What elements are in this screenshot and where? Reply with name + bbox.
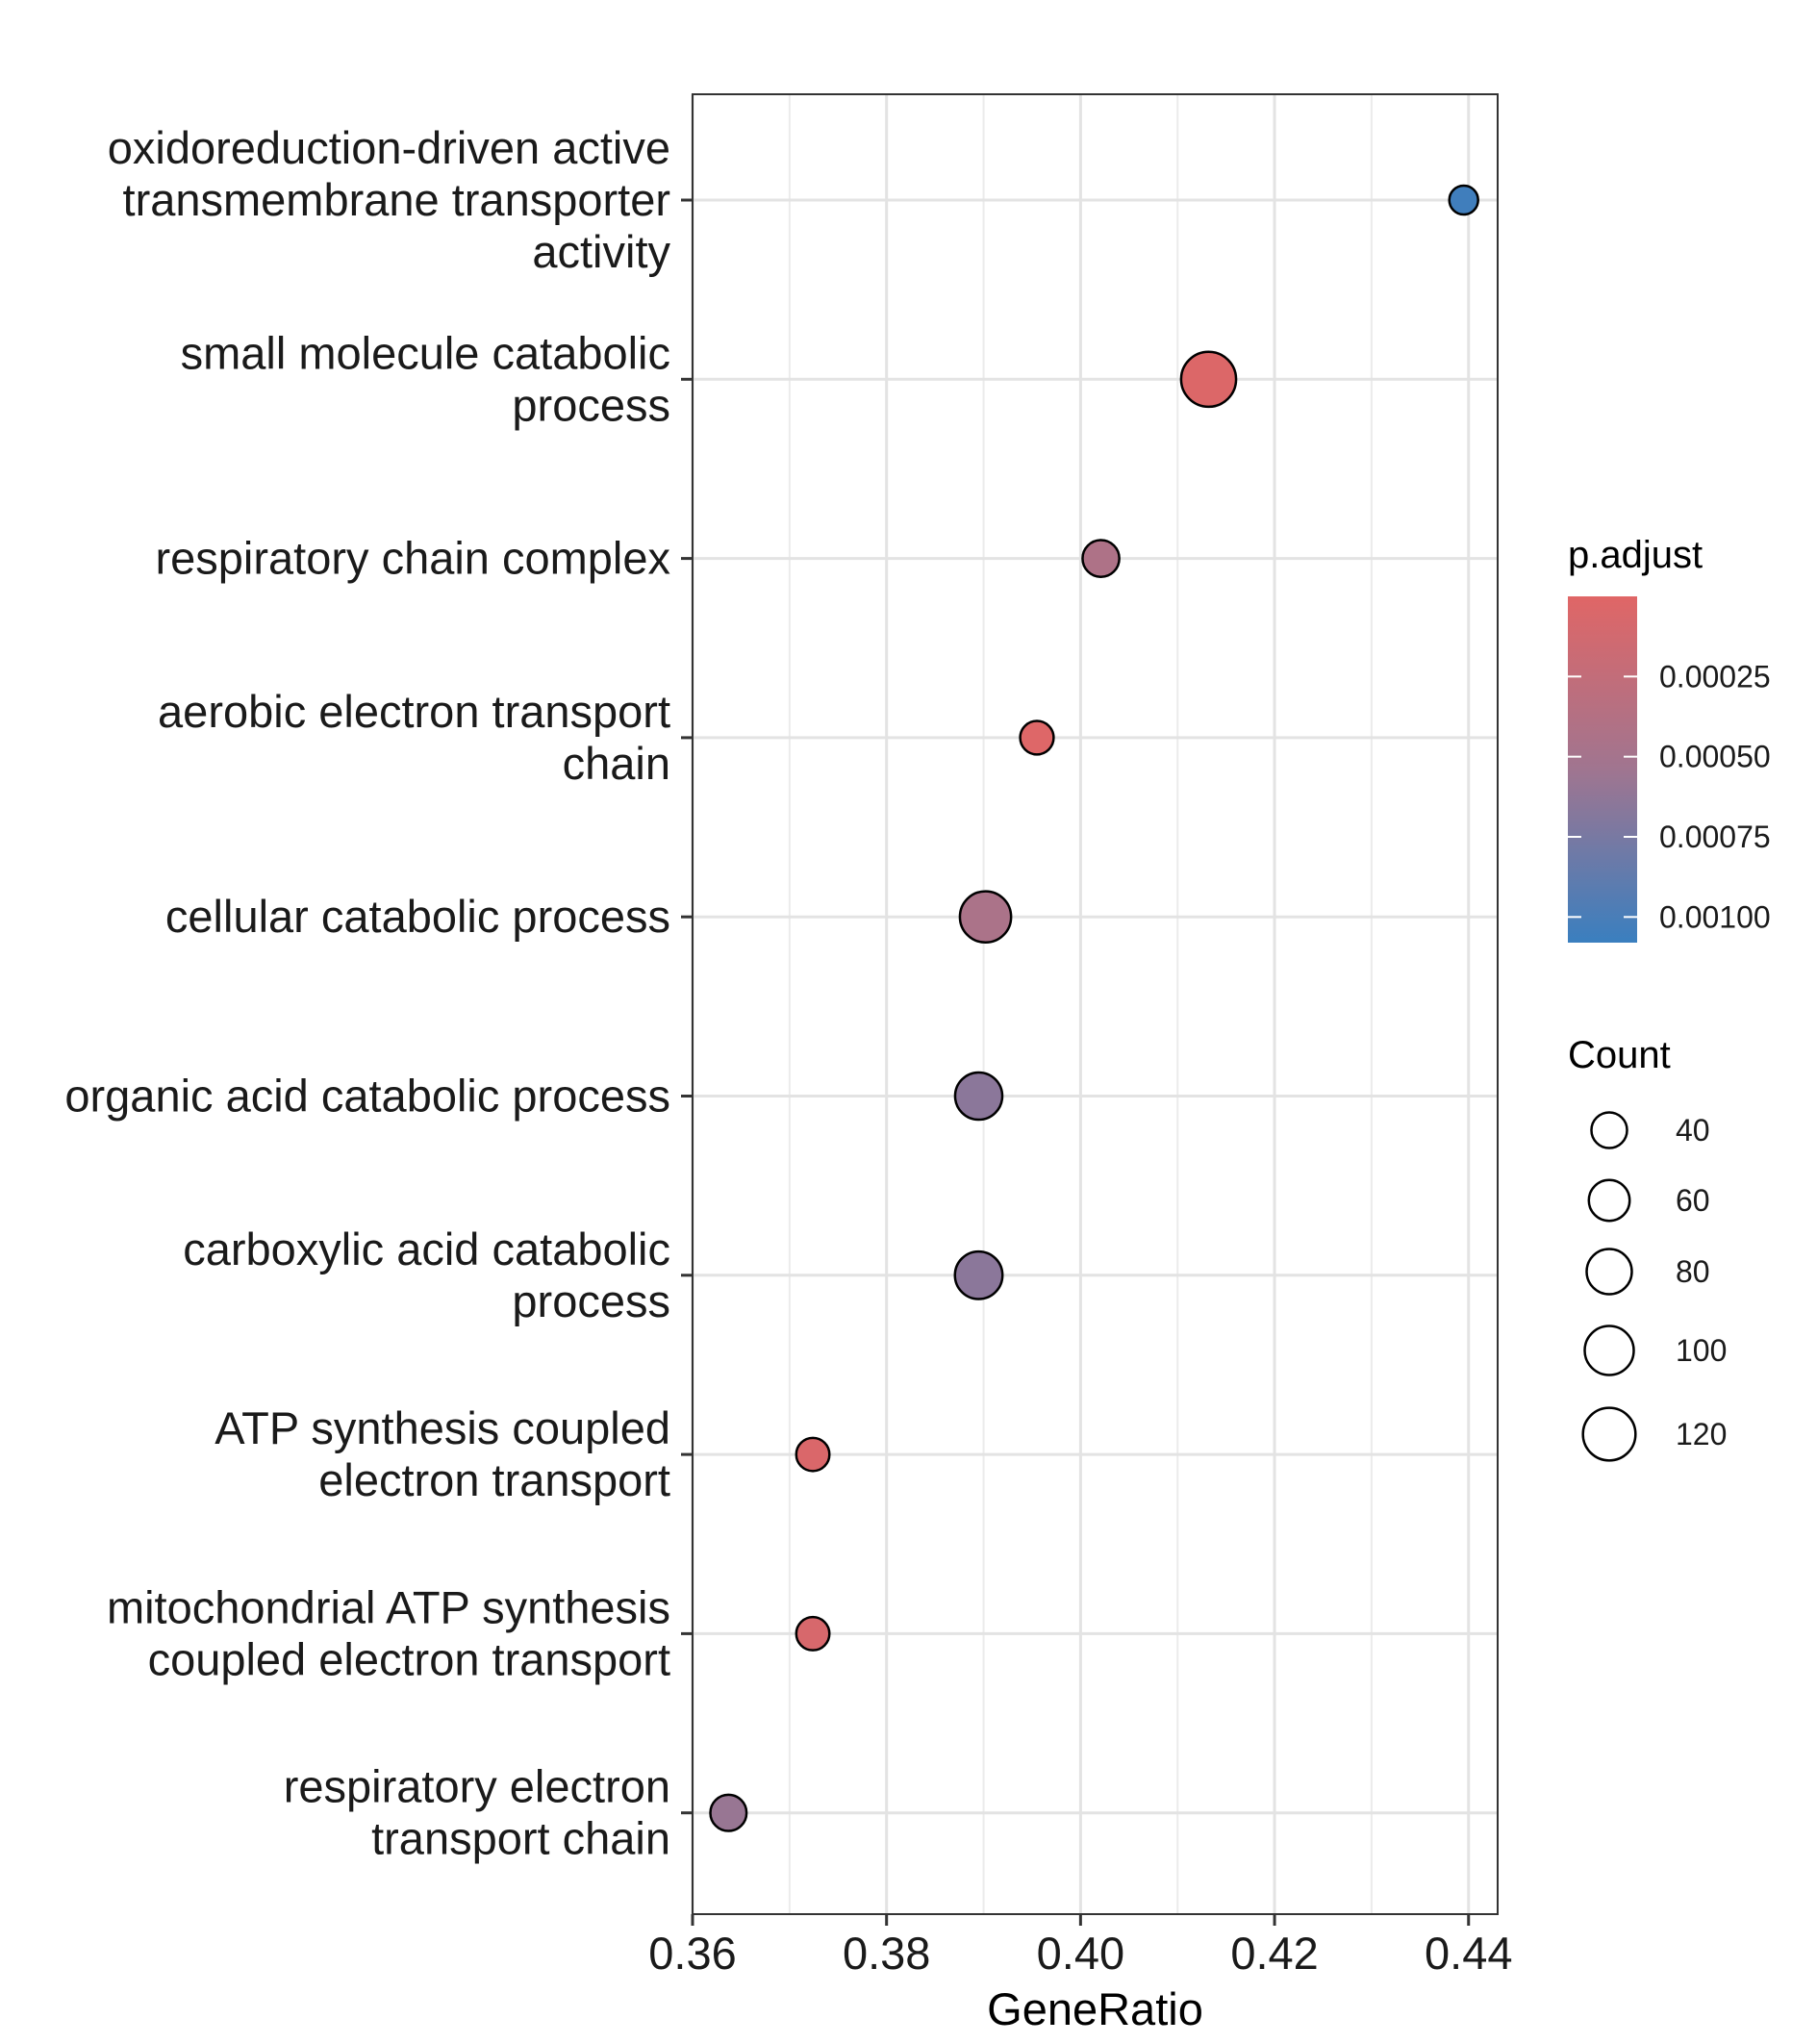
size-legend-circle bbox=[1583, 1325, 1635, 1376]
data-point bbox=[953, 1249, 1004, 1300]
data-point bbox=[958, 890, 1013, 945]
size-legend-circle bbox=[1585, 1248, 1633, 1296]
y-tick-label: cellular catabolic process bbox=[165, 891, 670, 942]
data-point bbox=[709, 1793, 748, 1832]
data-point bbox=[953, 1071, 1004, 1122]
x-axis: 0.36 0.38 0.40 0.42 0.44 bbox=[648, 1914, 1512, 1979]
x-tick-label: 0.40 bbox=[1037, 1928, 1124, 1979]
y-tick-label: organic acid catabolic process bbox=[64, 1071, 670, 1122]
y-tick-label: oxidoreduction-driven active transmembran… bbox=[108, 122, 671, 277]
size-legend-label: 100 bbox=[1676, 1333, 1727, 1368]
data-point bbox=[1179, 350, 1238, 409]
x-tick-label: 0.36 bbox=[648, 1928, 736, 1979]
y-tick-label: ATP synthesis coupled electron transport bbox=[215, 1402, 670, 1505]
size-legend-title: Count bbox=[1568, 1034, 1671, 1076]
data-point bbox=[1081, 539, 1121, 578]
color-legend-label: 0.00075 bbox=[1659, 820, 1771, 854]
color-legend-label: 0.00100 bbox=[1659, 899, 1771, 934]
y-tick-label: respiratory chain complex bbox=[156, 533, 671, 584]
size-legend-label: 80 bbox=[1676, 1254, 1710, 1289]
color-legend-bar bbox=[1568, 596, 1637, 943]
data-points bbox=[709, 184, 1479, 1832]
color-legend-label: 0.00050 bbox=[1659, 740, 1771, 774]
size-legend-items: 40 60 80 100 120 bbox=[1581, 1111, 1727, 1462]
data-point bbox=[795, 1436, 831, 1473]
y-axis: oxidoreduction-driven active transmembran… bbox=[64, 122, 693, 1864]
y-tick-label: respiratory electron transport chain bbox=[284, 1761, 670, 1864]
size-legend: Count 40 60 80 100 120 bbox=[1568, 1034, 1727, 1462]
x-tick-label: 0.44 bbox=[1425, 1928, 1512, 1979]
x-axis-title: GeneRatio bbox=[987, 1983, 1203, 2034]
color-legend-title: p.adjust bbox=[1568, 534, 1703, 576]
y-tick-label: small molecule catabolic process bbox=[181, 327, 670, 430]
color-legend: p.adjust 0.00025 0.00050 0.00075 0.00100 bbox=[1568, 534, 1771, 943]
x-tick-label: 0.38 bbox=[843, 1928, 930, 1979]
color-legend-label: 0.00025 bbox=[1659, 659, 1771, 694]
size-legend-circle bbox=[1581, 1406, 1637, 1462]
size-legend-label: 60 bbox=[1676, 1183, 1710, 1218]
size-legend-label: 120 bbox=[1676, 1417, 1727, 1451]
size-legend-circle bbox=[1590, 1111, 1628, 1149]
y-tick-label: carboxylic acid catabolic process bbox=[183, 1224, 670, 1326]
plot-panel-border bbox=[692, 93, 1499, 1915]
x-tick-label: 0.42 bbox=[1230, 1928, 1318, 1979]
plot-panel-background bbox=[693, 94, 1498, 1914]
data-point bbox=[795, 1615, 831, 1652]
data-point bbox=[1448, 184, 1479, 216]
grid-lines bbox=[691, 94, 1498, 1914]
y-tick-label: aerobic electron transport chain bbox=[158, 686, 670, 789]
data-point bbox=[1019, 719, 1055, 756]
size-legend-label: 40 bbox=[1676, 1113, 1710, 1148]
size-legend-circle bbox=[1587, 1178, 1631, 1223]
y-tick-label: mitochondrial ATP synthesis coupled elect… bbox=[107, 1581, 670, 1684]
color-legend-ticks: 0.00025 0.00050 0.00075 0.00100 bbox=[1568, 659, 1771, 934]
